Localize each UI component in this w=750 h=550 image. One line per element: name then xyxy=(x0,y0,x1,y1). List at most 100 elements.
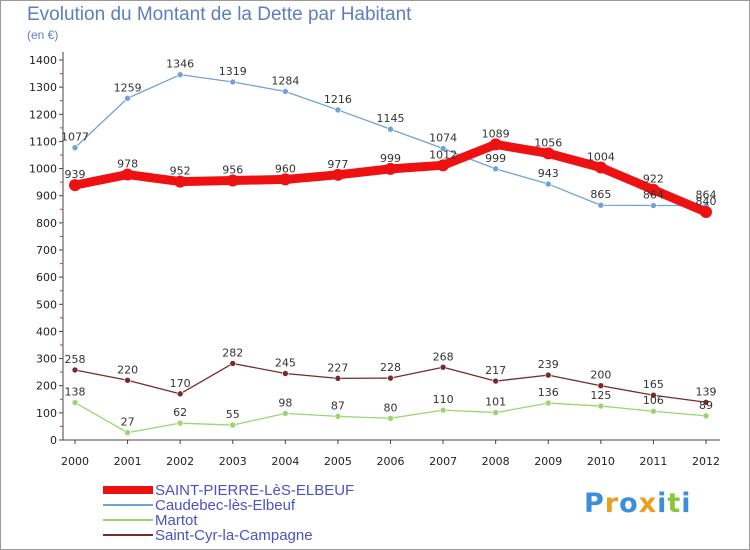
logo-letter: t xyxy=(667,488,682,519)
data-label: 62 xyxy=(173,406,187,419)
data-label: 55 xyxy=(226,408,240,421)
logo-letter: i xyxy=(657,488,668,519)
data-point xyxy=(597,201,605,209)
data-label: 1089 xyxy=(482,127,510,140)
data-point xyxy=(124,429,131,436)
data-label: 282 xyxy=(222,346,243,359)
data-point xyxy=(226,174,239,187)
y-tick-label: 400 xyxy=(36,325,57,338)
legend-label: SAINT-PIERRE-LèS-ELBEUF xyxy=(155,482,355,499)
x-tick-label: 2007 xyxy=(429,455,457,468)
data-label: 1004 xyxy=(587,150,615,163)
data-point xyxy=(702,398,710,406)
series-line xyxy=(74,74,707,207)
data-point xyxy=(279,173,292,186)
data-point xyxy=(71,366,79,374)
y-tick-label: 100 xyxy=(36,407,57,420)
data-point xyxy=(69,179,81,192)
data-label: 1077 xyxy=(61,131,89,144)
data-label: 220 xyxy=(117,363,138,376)
data-point xyxy=(700,206,712,218)
data-point xyxy=(544,371,552,379)
data-label: 258 xyxy=(65,353,86,366)
x-tick-label: 2012 xyxy=(692,455,720,468)
data-label: 864 xyxy=(696,188,717,201)
data-label: 200 xyxy=(590,369,611,382)
data-point xyxy=(229,78,237,86)
data-label: 165 xyxy=(643,378,664,391)
data-label: 952 xyxy=(170,165,191,178)
data-point xyxy=(439,145,447,152)
data-point xyxy=(229,421,237,429)
data-label: 106 xyxy=(643,394,664,407)
data-point xyxy=(597,382,605,390)
data-point xyxy=(387,374,394,382)
data-label: 999 xyxy=(380,152,401,165)
data-point xyxy=(176,390,184,398)
data-label: 1056 xyxy=(534,136,562,149)
data-point xyxy=(176,71,184,78)
data-label: 101 xyxy=(485,396,506,409)
data-point xyxy=(702,412,710,420)
y-tick-label: 1200 xyxy=(29,108,57,121)
data-point xyxy=(387,125,394,133)
data-label: 999 xyxy=(485,152,506,165)
logo-letter: o xyxy=(619,488,639,519)
data-point xyxy=(542,147,555,160)
data-label: 89 xyxy=(699,399,713,412)
y-tick-label: 1000 xyxy=(29,163,57,176)
data-point xyxy=(176,419,184,427)
data-point xyxy=(282,410,289,417)
x-tick-label: 2010 xyxy=(587,455,615,468)
legend-label: Caudebec-lès-Elbeuf xyxy=(155,497,296,514)
data-label: 217 xyxy=(485,364,506,377)
data-label: 1074 xyxy=(429,131,457,144)
y-tick-label: 700 xyxy=(36,244,57,257)
y-tick-label: 900 xyxy=(36,190,57,203)
data-point xyxy=(647,183,660,196)
data-point xyxy=(650,407,657,415)
x-tick-label: 2002 xyxy=(166,455,194,468)
data-point xyxy=(492,377,499,385)
data-label: 840 xyxy=(696,195,717,208)
data-label: 80 xyxy=(384,401,398,414)
x-tick-label: 2005 xyxy=(324,455,352,468)
data-point xyxy=(334,375,342,382)
legend-label: Saint-Cyr-la-Campagne xyxy=(155,527,313,544)
data-point xyxy=(124,376,131,384)
data-label: 1319 xyxy=(219,65,247,78)
data-point xyxy=(544,399,552,407)
legend-swatch xyxy=(103,486,153,494)
logo-letter: x xyxy=(638,488,658,519)
data-point xyxy=(597,402,605,410)
legend-swatch xyxy=(103,504,153,506)
legend-label: Martot xyxy=(155,512,198,529)
y-tick-label: 1300 xyxy=(29,81,57,94)
data-label: 136 xyxy=(538,386,559,399)
x-tick-label: 2006 xyxy=(377,455,405,468)
data-label: 87 xyxy=(331,399,345,412)
data-point xyxy=(334,106,342,114)
data-point xyxy=(71,144,79,151)
series-layer xyxy=(69,71,712,436)
logo-letter: i xyxy=(681,488,692,519)
data-label: 960 xyxy=(275,162,296,175)
data-point xyxy=(124,94,131,102)
data-label: 227 xyxy=(327,361,348,374)
data-point xyxy=(594,161,607,174)
x-tick-label: 2001 xyxy=(114,455,142,468)
data-point xyxy=(489,138,502,151)
data-point xyxy=(492,409,499,416)
data-point xyxy=(387,414,394,422)
data-label: 1259 xyxy=(114,81,142,94)
data-point xyxy=(71,399,79,406)
data-label: 1284 xyxy=(271,74,299,87)
data-label: 1216 xyxy=(324,93,352,106)
data-label: 228 xyxy=(380,361,401,374)
data-label: 110 xyxy=(433,393,454,406)
data-point xyxy=(492,165,499,173)
data-label: 139 xyxy=(696,385,717,398)
data-label: 977 xyxy=(327,158,348,171)
